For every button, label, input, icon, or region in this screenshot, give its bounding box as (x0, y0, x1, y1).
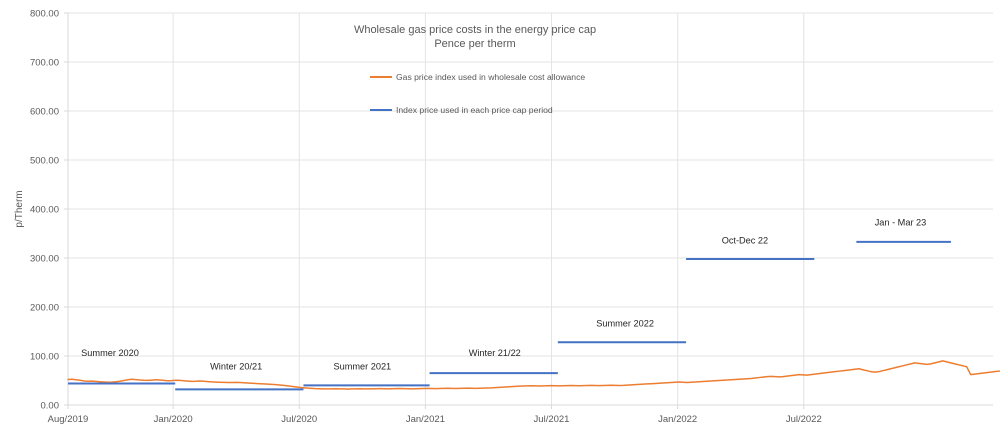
y-axis-tick-label: 100.00 (30, 352, 59, 363)
chart-subtitle: Pence per therm (434, 38, 515, 50)
x-axis-tick-label: Jan/2020 (154, 414, 193, 425)
chart-legend: Gas price index used in wholesale cost a… (370, 72, 585, 115)
annotation-labels-layer: Summer 2020 Winter 20/21 Summer 2021 Winter… (81, 218, 926, 372)
legend-label: Gas price index used in wholesale cost a… (396, 72, 585, 82)
price-cap-period-label: Summer 2021 (333, 362, 391, 372)
legend-label: Index price used in each price cap perio… (396, 105, 553, 115)
y-axis-title-text: p/Therm (14, 190, 25, 227)
y-axis-title: p/Therm (14, 190, 25, 227)
y-axis-tick-labels: 0.00 100.00 200.00 300.00 400.00 500.00 600.00… (30, 9, 68, 412)
y-axis-tick-label: 300.00 (30, 254, 59, 265)
price-cap-step-lines-layer (68, 240, 951, 391)
grid-layer (67, 12, 993, 406)
y-axis-tick-label: 500.00 (30, 156, 59, 167)
x-axis-tick-label: Jan/2021 (406, 414, 445, 425)
price-cap-period-label: Winter 21/22 (469, 348, 521, 358)
price-cap-period-label: Summer 2022 (596, 319, 654, 329)
x-axis-tick-label: Jan/2022 (658, 414, 697, 425)
x-axis-tick-label: Jul/2020 (281, 414, 317, 425)
x-axis-tick-label: Jul/2022 (786, 414, 822, 425)
data-series-layer (67, 360, 1000, 390)
y-axis-tick-label: 0.00 (41, 401, 60, 412)
chart-title: Wholesale gas price costs in the energy … (354, 24, 596, 36)
chart-title-layer: Wholesale gas price costs in the energy … (354, 24, 596, 50)
y-axis-tick-label: 600.00 (30, 107, 59, 118)
y-axis-tick-label: 800.00 (30, 9, 59, 20)
x-axis-tick-label: Jul/2021 (534, 414, 570, 425)
price-cap-period-label: Jan - Mar 23 (875, 218, 927, 228)
price-cap-period-label: Summer 2020 (81, 348, 139, 358)
price-cap-period-label: Oct-Dec 22 (722, 235, 768, 245)
y-axis-tick-label: 400.00 (30, 205, 59, 216)
y-axis-tick-label: 700.00 (30, 58, 59, 69)
y-axis-tick-label: 200.00 (30, 303, 59, 314)
price-cap-period-label: Winter 20/21 (210, 362, 262, 372)
x-axis-tick-labels: Aug/2019 Jan/2020 Jul/2020 Jan/2021 Jul/2021… (48, 405, 822, 425)
gas-price-index-line (67, 360, 1000, 390)
x-axis-tick-label: Aug/2019 (48, 414, 89, 425)
